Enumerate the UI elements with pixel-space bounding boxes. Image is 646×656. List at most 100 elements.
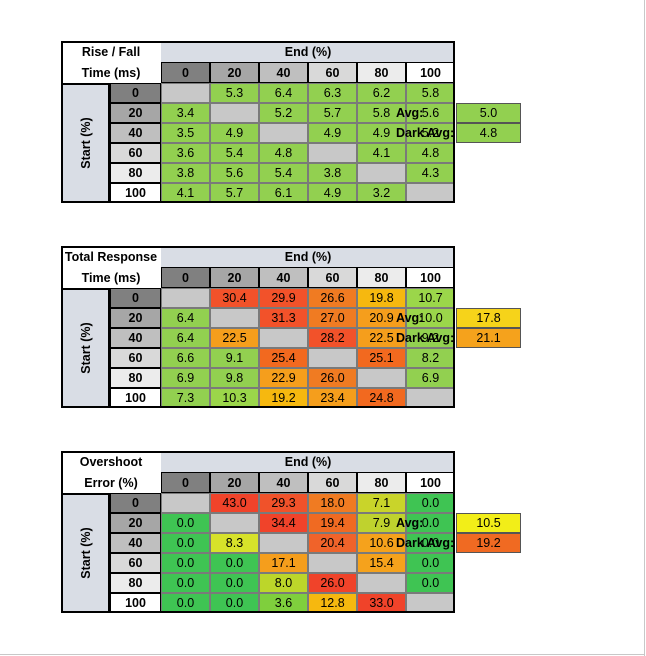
column-header-0: 0 (161, 472, 210, 493)
value-cell: 12.8 (308, 593, 357, 613)
value-cell: 10.3 (210, 388, 259, 408)
row-header-40: 40 (110, 123, 161, 143)
summary-value: 17.8 (456, 308, 521, 328)
summary-label: Dark Avg: (396, 331, 455, 345)
row-header-20: 20 (110, 513, 161, 533)
value-cell: 4.8 (259, 143, 308, 163)
value-cell: 15.4 (357, 553, 406, 573)
value-cell: 0.0 (210, 573, 259, 593)
value-cell: 3.6 (259, 593, 308, 613)
value-cell: 6.4 (161, 308, 210, 328)
value-cell: 3.5 (161, 123, 210, 143)
value-cell: 18.0 (308, 493, 357, 513)
value-cell: 0.0 (406, 573, 455, 593)
row-header-20: 20 (110, 308, 161, 328)
row-header-60: 60 (110, 348, 161, 368)
value-cell: 4.1 (357, 143, 406, 163)
value-cell: 5.8 (406, 83, 455, 103)
value-cell: 0.0 (210, 593, 259, 613)
value-cell: 26.6 (308, 288, 357, 308)
value-cell: 0.0 (161, 593, 210, 613)
row-header-80: 80 (110, 368, 161, 388)
column-header-60: 60 (308, 62, 357, 83)
value-cell: 7.3 (161, 388, 210, 408)
table-block-1: Rise / Fall Time (ms) End (%) 0 20 40 60 80 100 S… (61, 41, 641, 206)
table-title-line-2: Time (ms) (81, 270, 141, 285)
end-axis-label: End (%) (161, 246, 455, 267)
value-cell: 24.8 (357, 388, 406, 408)
value-cell: 0.0 (210, 553, 259, 573)
column-header-80: 80 (357, 267, 406, 288)
value-cell: 8.2 (406, 348, 455, 368)
value-cell (308, 553, 357, 573)
value-cell (161, 493, 210, 513)
table-title-line-1: Rise / Fall (81, 44, 141, 59)
column-header-40: 40 (259, 472, 308, 493)
row-header-100: 100 (110, 388, 161, 408)
summary-value: 5.0 (456, 103, 521, 123)
value-cell: 4.9 (308, 183, 357, 203)
row-header-0: 0 (110, 288, 161, 308)
value-cell: 6.1 (259, 183, 308, 203)
row-header-80: 80 (110, 163, 161, 183)
column-header-100: 100 (406, 62, 455, 83)
page-bottom-edge (0, 654, 645, 655)
value-cell: 0.0 (161, 533, 210, 553)
value-cell: 19.8 (357, 288, 406, 308)
value-cell: 20.9 (357, 308, 406, 328)
value-cell: 5.6 (406, 103, 455, 123)
value-cell: 0.0 (406, 513, 455, 533)
column-header-20: 20 (210, 62, 259, 83)
column-header-60: 60 (308, 472, 357, 493)
value-cell (357, 163, 406, 183)
value-cell: 0.0 (161, 513, 210, 533)
value-cell: 4.9 (308, 123, 357, 143)
value-cell (308, 348, 357, 368)
value-cell: 9.2 (406, 328, 455, 348)
value-cell (308, 143, 357, 163)
value-cell: 5.2 (259, 103, 308, 123)
table-title-line-2: Time (ms) (81, 65, 141, 80)
row-header-80: 80 (110, 573, 161, 593)
value-cell: 5.3 (210, 83, 259, 103)
row-header-0: 0 (110, 83, 161, 103)
row-header-40: 40 (110, 328, 161, 348)
value-cell: 26.0 (308, 368, 357, 388)
value-cell (210, 308, 259, 328)
value-cell: 33.0 (357, 593, 406, 613)
value-cell: 4.3 (406, 163, 455, 183)
value-cell: 0.0 (406, 493, 455, 513)
value-cell: 22.9 (259, 368, 308, 388)
value-cell: 28.2 (308, 328, 357, 348)
value-cell (406, 183, 455, 203)
value-cell: 4.8 (406, 143, 455, 163)
value-cell: 10.0 (406, 308, 455, 328)
value-cell: 22.5 (357, 328, 406, 348)
value-cell: 5.7 (308, 103, 357, 123)
value-cell: 26.0 (308, 573, 357, 593)
end-axis-label: End (%) (161, 41, 455, 62)
value-cell (259, 533, 308, 553)
value-cell: 0.0 (161, 573, 210, 593)
value-cell: 6.4 (259, 83, 308, 103)
value-cell: 9.1 (210, 348, 259, 368)
value-cell: 6.2 (357, 83, 406, 103)
row-header-100: 100 (110, 183, 161, 203)
row-header-40: 40 (110, 533, 161, 553)
column-header-60: 60 (308, 267, 357, 288)
summary-value: 19.2 (456, 533, 521, 553)
value-cell: 6.9 (406, 368, 455, 388)
value-cell (210, 513, 259, 533)
summary-label: Avg: (396, 516, 424, 530)
value-cell: 7.1 (357, 493, 406, 513)
column-header-0: 0 (161, 62, 210, 83)
summary-label: Avg: (396, 106, 424, 120)
value-cell: 27.0 (308, 308, 357, 328)
value-cell: 9.8 (210, 368, 259, 388)
value-cell: 8.0 (259, 573, 308, 593)
summary-label: Avg: (396, 311, 424, 325)
value-cell: 10.6 (357, 533, 406, 553)
value-cell: 0.0 (161, 553, 210, 573)
value-cell: 20.4 (308, 533, 357, 553)
value-cell: 3.8 (161, 163, 210, 183)
